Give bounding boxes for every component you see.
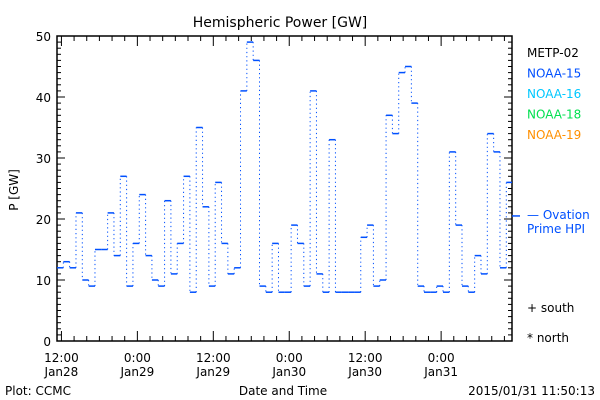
legend-entry: NOAA-16 [527, 87, 581, 101]
x-tick-date: Jan29 [195, 365, 230, 379]
legend-entry: NOAA-15 [527, 67, 581, 81]
y-tick-label: 0 [43, 335, 51, 349]
y-tick-label: 10 [36, 274, 51, 288]
y-axis-label: P [GW] [7, 169, 21, 211]
south-marker-legend: + south [527, 301, 574, 315]
series-noaa-15 [57, 41, 512, 293]
x-tick-date: Jan30 [271, 365, 306, 379]
x-tick-time: 12:00 [348, 351, 383, 365]
y-tick-label: 20 [36, 213, 51, 227]
x-tick-date: Jan29 [119, 365, 154, 379]
x-axis-label: Date and Time [239, 384, 327, 398]
x-tick-time: 0:00 [276, 351, 303, 365]
plot-frame [56, 35, 513, 342]
north-marker-legend: * north [527, 331, 569, 345]
footer-left: Plot: CCMC [5, 384, 71, 398]
footer-timestamp: 2015/01/31 11:50:13 [468, 384, 595, 398]
x-tick-date: Jan31 [423, 365, 458, 379]
x-tick-date: Jan30 [347, 365, 382, 379]
legend-entry: NOAA-18 [527, 108, 581, 122]
x-tick-time: 0:00 [428, 351, 455, 365]
y-tick-label: 40 [36, 91, 51, 105]
y-tick-label: 30 [36, 152, 51, 166]
x-tick-time: 12:00 [44, 351, 79, 365]
x-tick-date: Jan28 [44, 365, 79, 379]
ovation-label-2: Prime HPI [527, 222, 585, 236]
ovation-label-1: — Ovation [527, 208, 590, 222]
legend: METP-02 NOAA-15 NOAA-16 NOAA-18 NOAA-19 [527, 46, 581, 142]
y-tick-label: 50 [36, 30, 51, 44]
legend-entry: NOAA-19 [527, 128, 581, 142]
chart-title: Hemispheric Power [GW] [193, 15, 368, 31]
x-tick-time: 0:00 [124, 351, 151, 365]
legend-entry: METP-02 [527, 46, 579, 60]
x-tick-time: 12:00 [196, 351, 231, 365]
